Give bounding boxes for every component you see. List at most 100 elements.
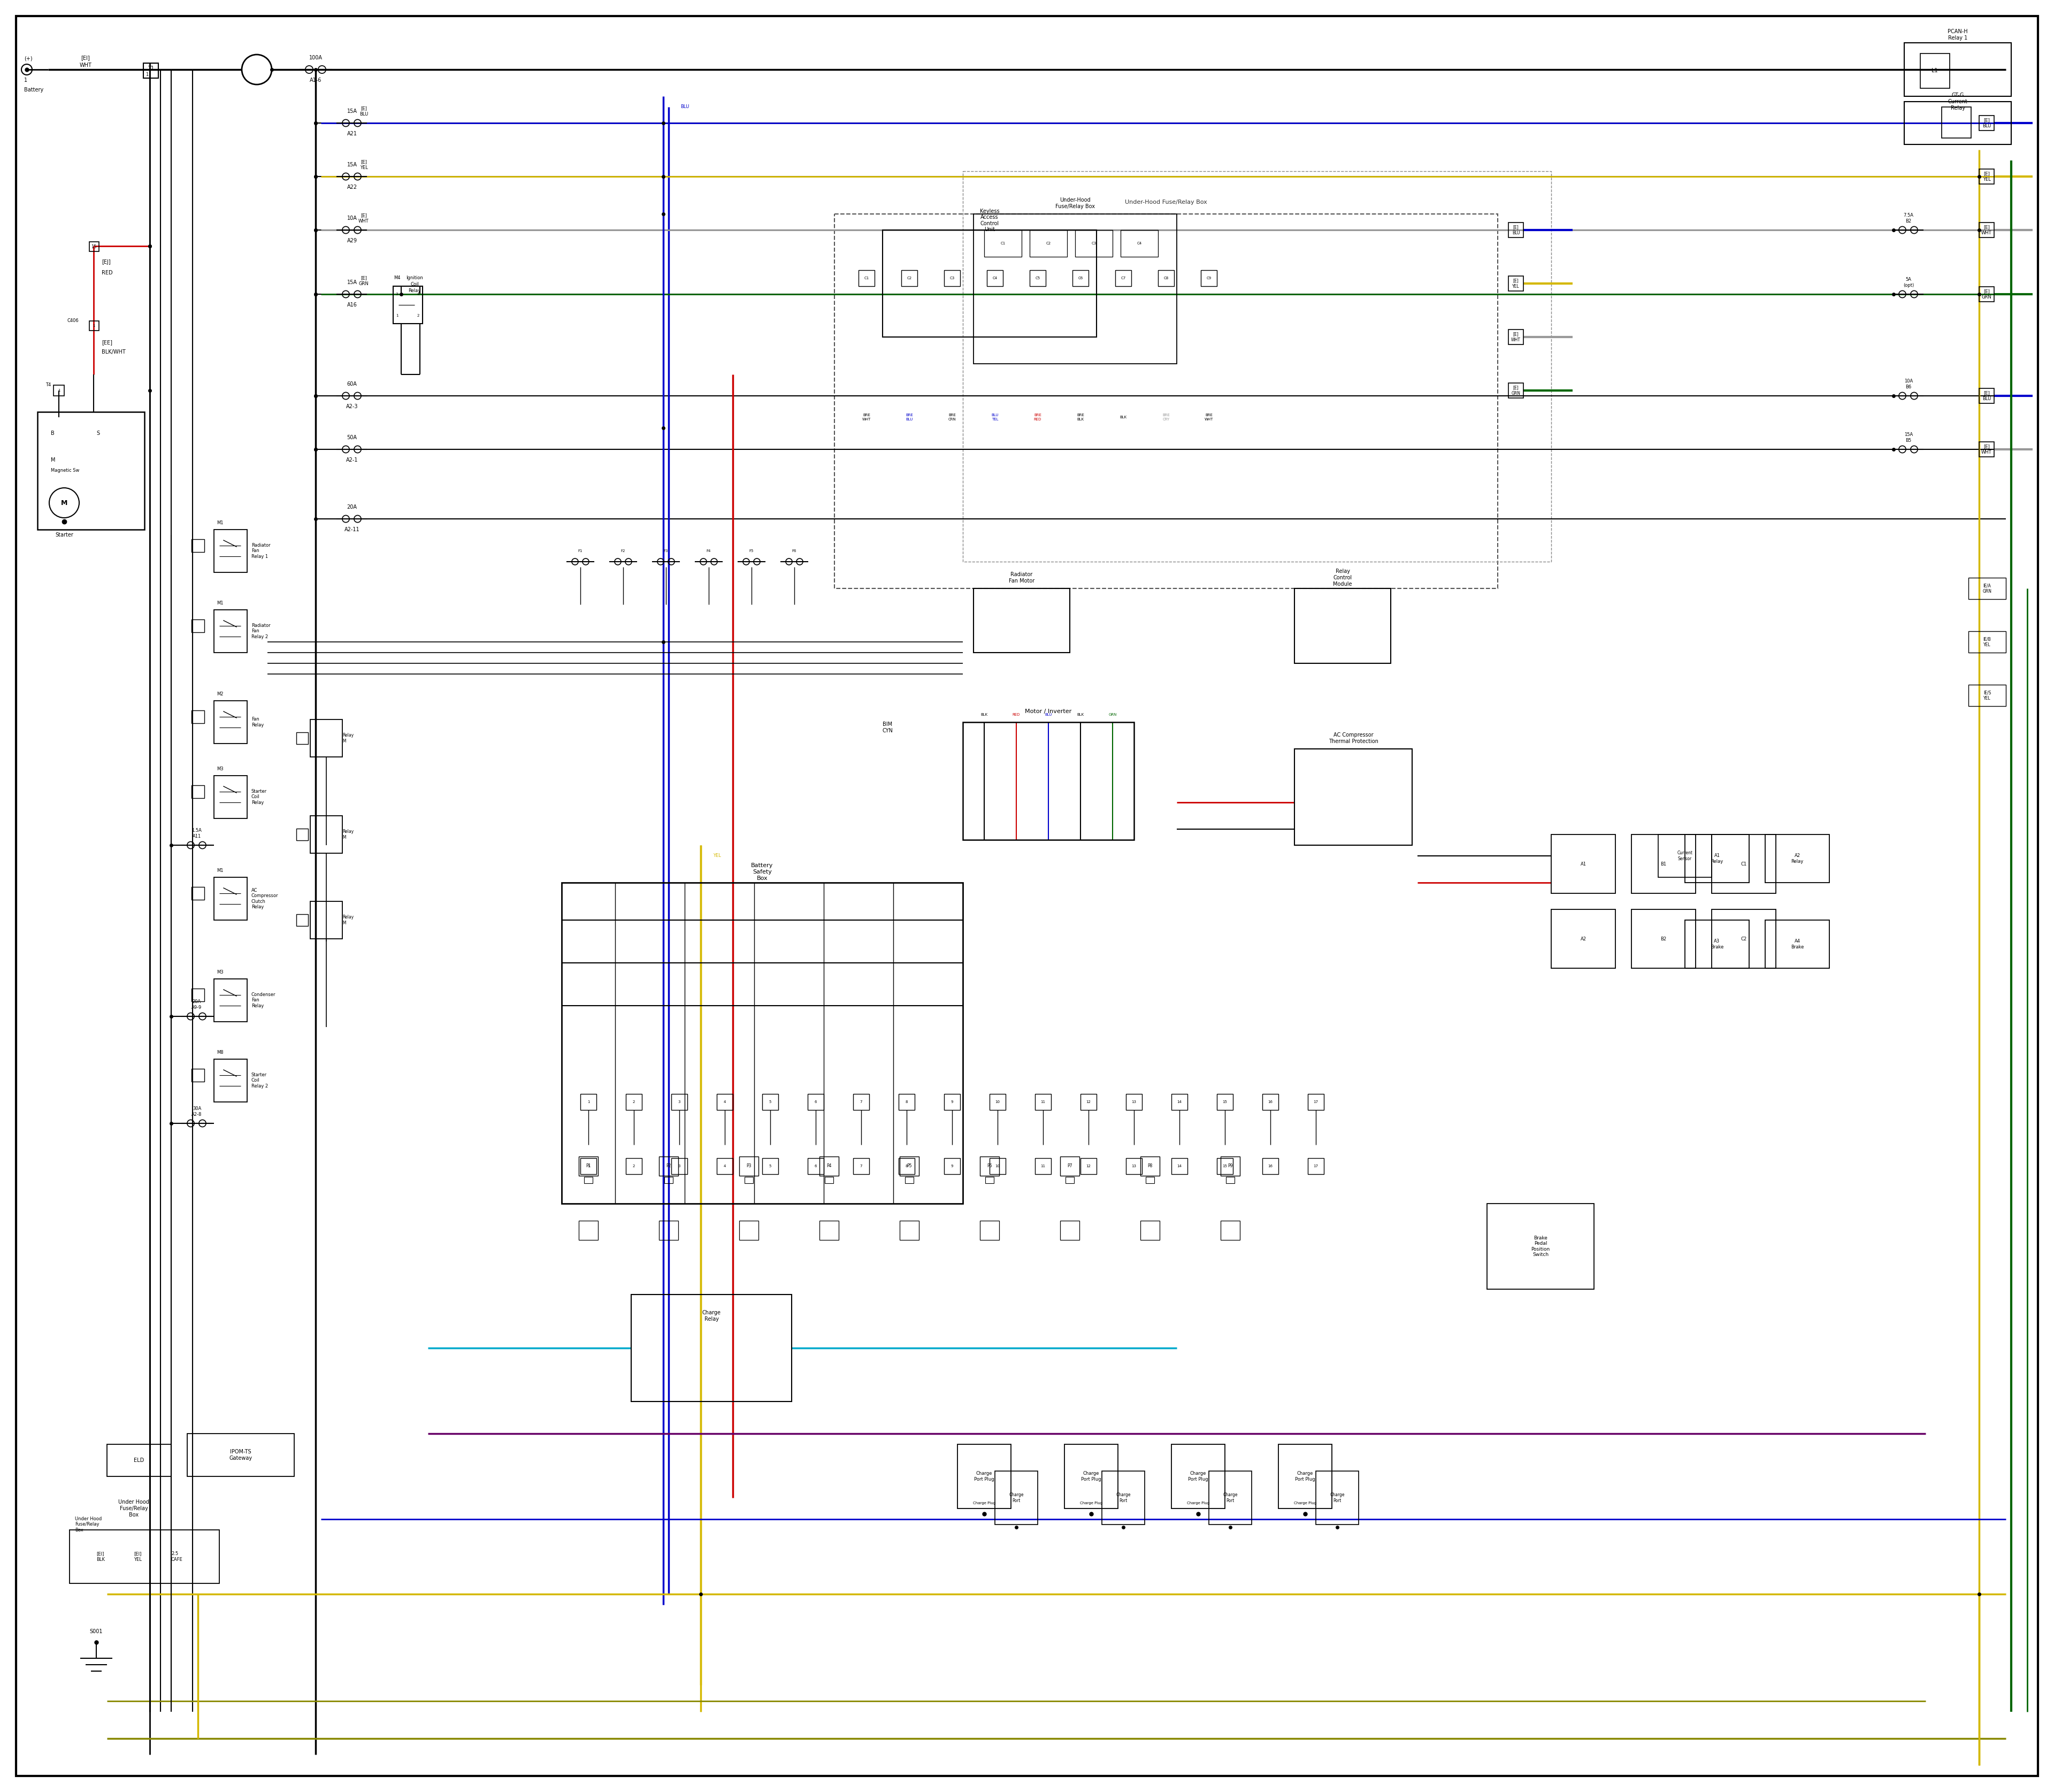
Text: 15A
B5: 15A B5 <box>1904 432 1912 443</box>
Text: 15: 15 <box>90 244 97 249</box>
Text: 12: 12 <box>1087 1165 1091 1168</box>
Text: 100A: 100A <box>308 56 322 61</box>
Text: F3: F3 <box>663 550 668 552</box>
Bar <box>1060 1220 1080 1240</box>
Text: M3: M3 <box>216 767 224 772</box>
Text: 7: 7 <box>861 1165 863 1168</box>
Text: Relay
M: Relay M <box>343 916 353 925</box>
Text: RED: RED <box>101 271 113 276</box>
Bar <box>1146 1177 1154 1183</box>
Text: Charge
Port Plug: Charge Port Plug <box>1296 1471 1315 1482</box>
Text: M3: M3 <box>216 969 224 975</box>
Bar <box>826 1177 834 1183</box>
Bar <box>1072 271 1089 287</box>
Text: Radiator
Fan
Relay 2: Radiator Fan Relay 2 <box>251 624 271 640</box>
Text: B2: B2 <box>1660 937 1666 941</box>
Text: YEL: YEL <box>713 853 721 858</box>
Text: 9: 9 <box>951 1100 953 1104</box>
Bar <box>214 530 246 572</box>
Bar <box>945 1093 959 1109</box>
Bar <box>1631 909 1697 968</box>
Text: 5: 5 <box>768 1165 772 1168</box>
Bar <box>986 1177 994 1183</box>
Bar <box>214 978 246 1021</box>
Text: C2: C2 <box>908 276 912 280</box>
Bar <box>820 1156 838 1176</box>
Text: T4: T4 <box>45 383 51 387</box>
Text: F1: F1 <box>577 550 583 552</box>
Text: [EJ]: [EJ] <box>101 260 111 265</box>
Text: Battery
Safety
Box: Battery Safety Box <box>752 864 772 882</box>
Bar <box>310 901 343 939</box>
Bar <box>852 1093 869 1109</box>
Bar <box>1210 1471 1251 1525</box>
Bar <box>1035 1158 1052 1174</box>
Bar <box>762 1093 778 1109</box>
Bar <box>1980 443 1994 457</box>
Text: 13: 13 <box>1132 1165 1136 1168</box>
Text: F5: F5 <box>750 550 754 552</box>
Bar <box>214 701 246 744</box>
Text: [EI]
YEL: [EI] YEL <box>134 1552 142 1563</box>
Text: 4: 4 <box>723 1100 725 1104</box>
Text: [E]
GRN: [E] GRN <box>1512 385 1520 396</box>
Bar <box>88 242 99 251</box>
Bar <box>1278 1444 1331 1509</box>
Bar <box>1080 1093 1097 1109</box>
Text: Under-Hood Fuse/Relay Box: Under-Hood Fuse/Relay Box <box>1126 199 1208 204</box>
Text: Under Hood
Fuse/Relay
Box: Under Hood Fuse/Relay Box <box>74 1516 103 1532</box>
Bar <box>187 1434 294 1477</box>
Bar <box>1158 271 1175 287</box>
Bar <box>1294 749 1413 846</box>
Text: Condenser
Fan
Relay: Condenser Fan Relay <box>251 993 275 1009</box>
Text: M1: M1 <box>216 521 224 525</box>
Text: Charge
Port: Charge Port <box>1009 1493 1023 1503</box>
Text: M2: M2 <box>216 692 224 697</box>
Text: [EI]
BLK: [EI] BLK <box>97 1552 105 1563</box>
Text: Relay
Control
Module: Relay Control Module <box>1333 568 1352 586</box>
Text: M4: M4 <box>394 276 401 281</box>
Text: A1-6: A1-6 <box>310 77 322 82</box>
Bar <box>744 1177 754 1183</box>
Bar <box>310 719 343 756</box>
Bar <box>1968 631 2007 652</box>
Bar <box>1764 835 1830 883</box>
Text: [E]
BLU: [E] BLU <box>1982 391 1990 401</box>
Bar <box>900 1220 918 1240</box>
Text: [E]
YEL: [E] YEL <box>1512 278 1520 289</box>
Text: ELD: ELD <box>134 1457 144 1462</box>
Bar <box>986 271 1002 287</box>
Bar <box>906 1177 914 1183</box>
Text: Current
Sensor: Current Sensor <box>1678 851 1692 862</box>
Bar <box>1029 229 1068 256</box>
Text: P5: P5 <box>906 1163 912 1168</box>
Bar <box>1631 835 1697 894</box>
Bar <box>1968 685 2007 706</box>
Bar <box>990 1093 1006 1109</box>
Bar <box>739 1156 758 1176</box>
Bar <box>945 1158 959 1174</box>
Text: 15: 15 <box>1222 1165 1228 1168</box>
Text: 1: 1 <box>92 324 94 328</box>
Text: 8: 8 <box>906 1100 908 1104</box>
Text: 10A
B6: 10A B6 <box>1904 378 1912 389</box>
Text: P2: P2 <box>665 1163 672 1168</box>
Bar <box>191 887 203 900</box>
Text: P4: P4 <box>826 1163 832 1168</box>
Text: Ignition: Ignition <box>407 276 423 281</box>
Text: 10: 10 <box>996 1165 1000 1168</box>
Text: 3: 3 <box>678 1100 680 1104</box>
Bar <box>1220 1220 1241 1240</box>
Bar <box>214 1059 246 1102</box>
Text: Charge Plug: Charge Plug <box>974 1502 996 1505</box>
Text: C3: C3 <box>1091 242 1097 246</box>
Text: [E]
WHT: [E] WHT <box>1982 444 1992 455</box>
Bar <box>1060 1156 1080 1176</box>
Text: L1: L1 <box>1931 68 1937 73</box>
Bar <box>191 710 203 724</box>
Bar <box>963 722 1134 840</box>
Bar <box>579 1156 598 1176</box>
Bar <box>583 1177 594 1183</box>
Bar <box>191 785 203 797</box>
Text: Charge Plug: Charge Plug <box>1294 1502 1317 1505</box>
